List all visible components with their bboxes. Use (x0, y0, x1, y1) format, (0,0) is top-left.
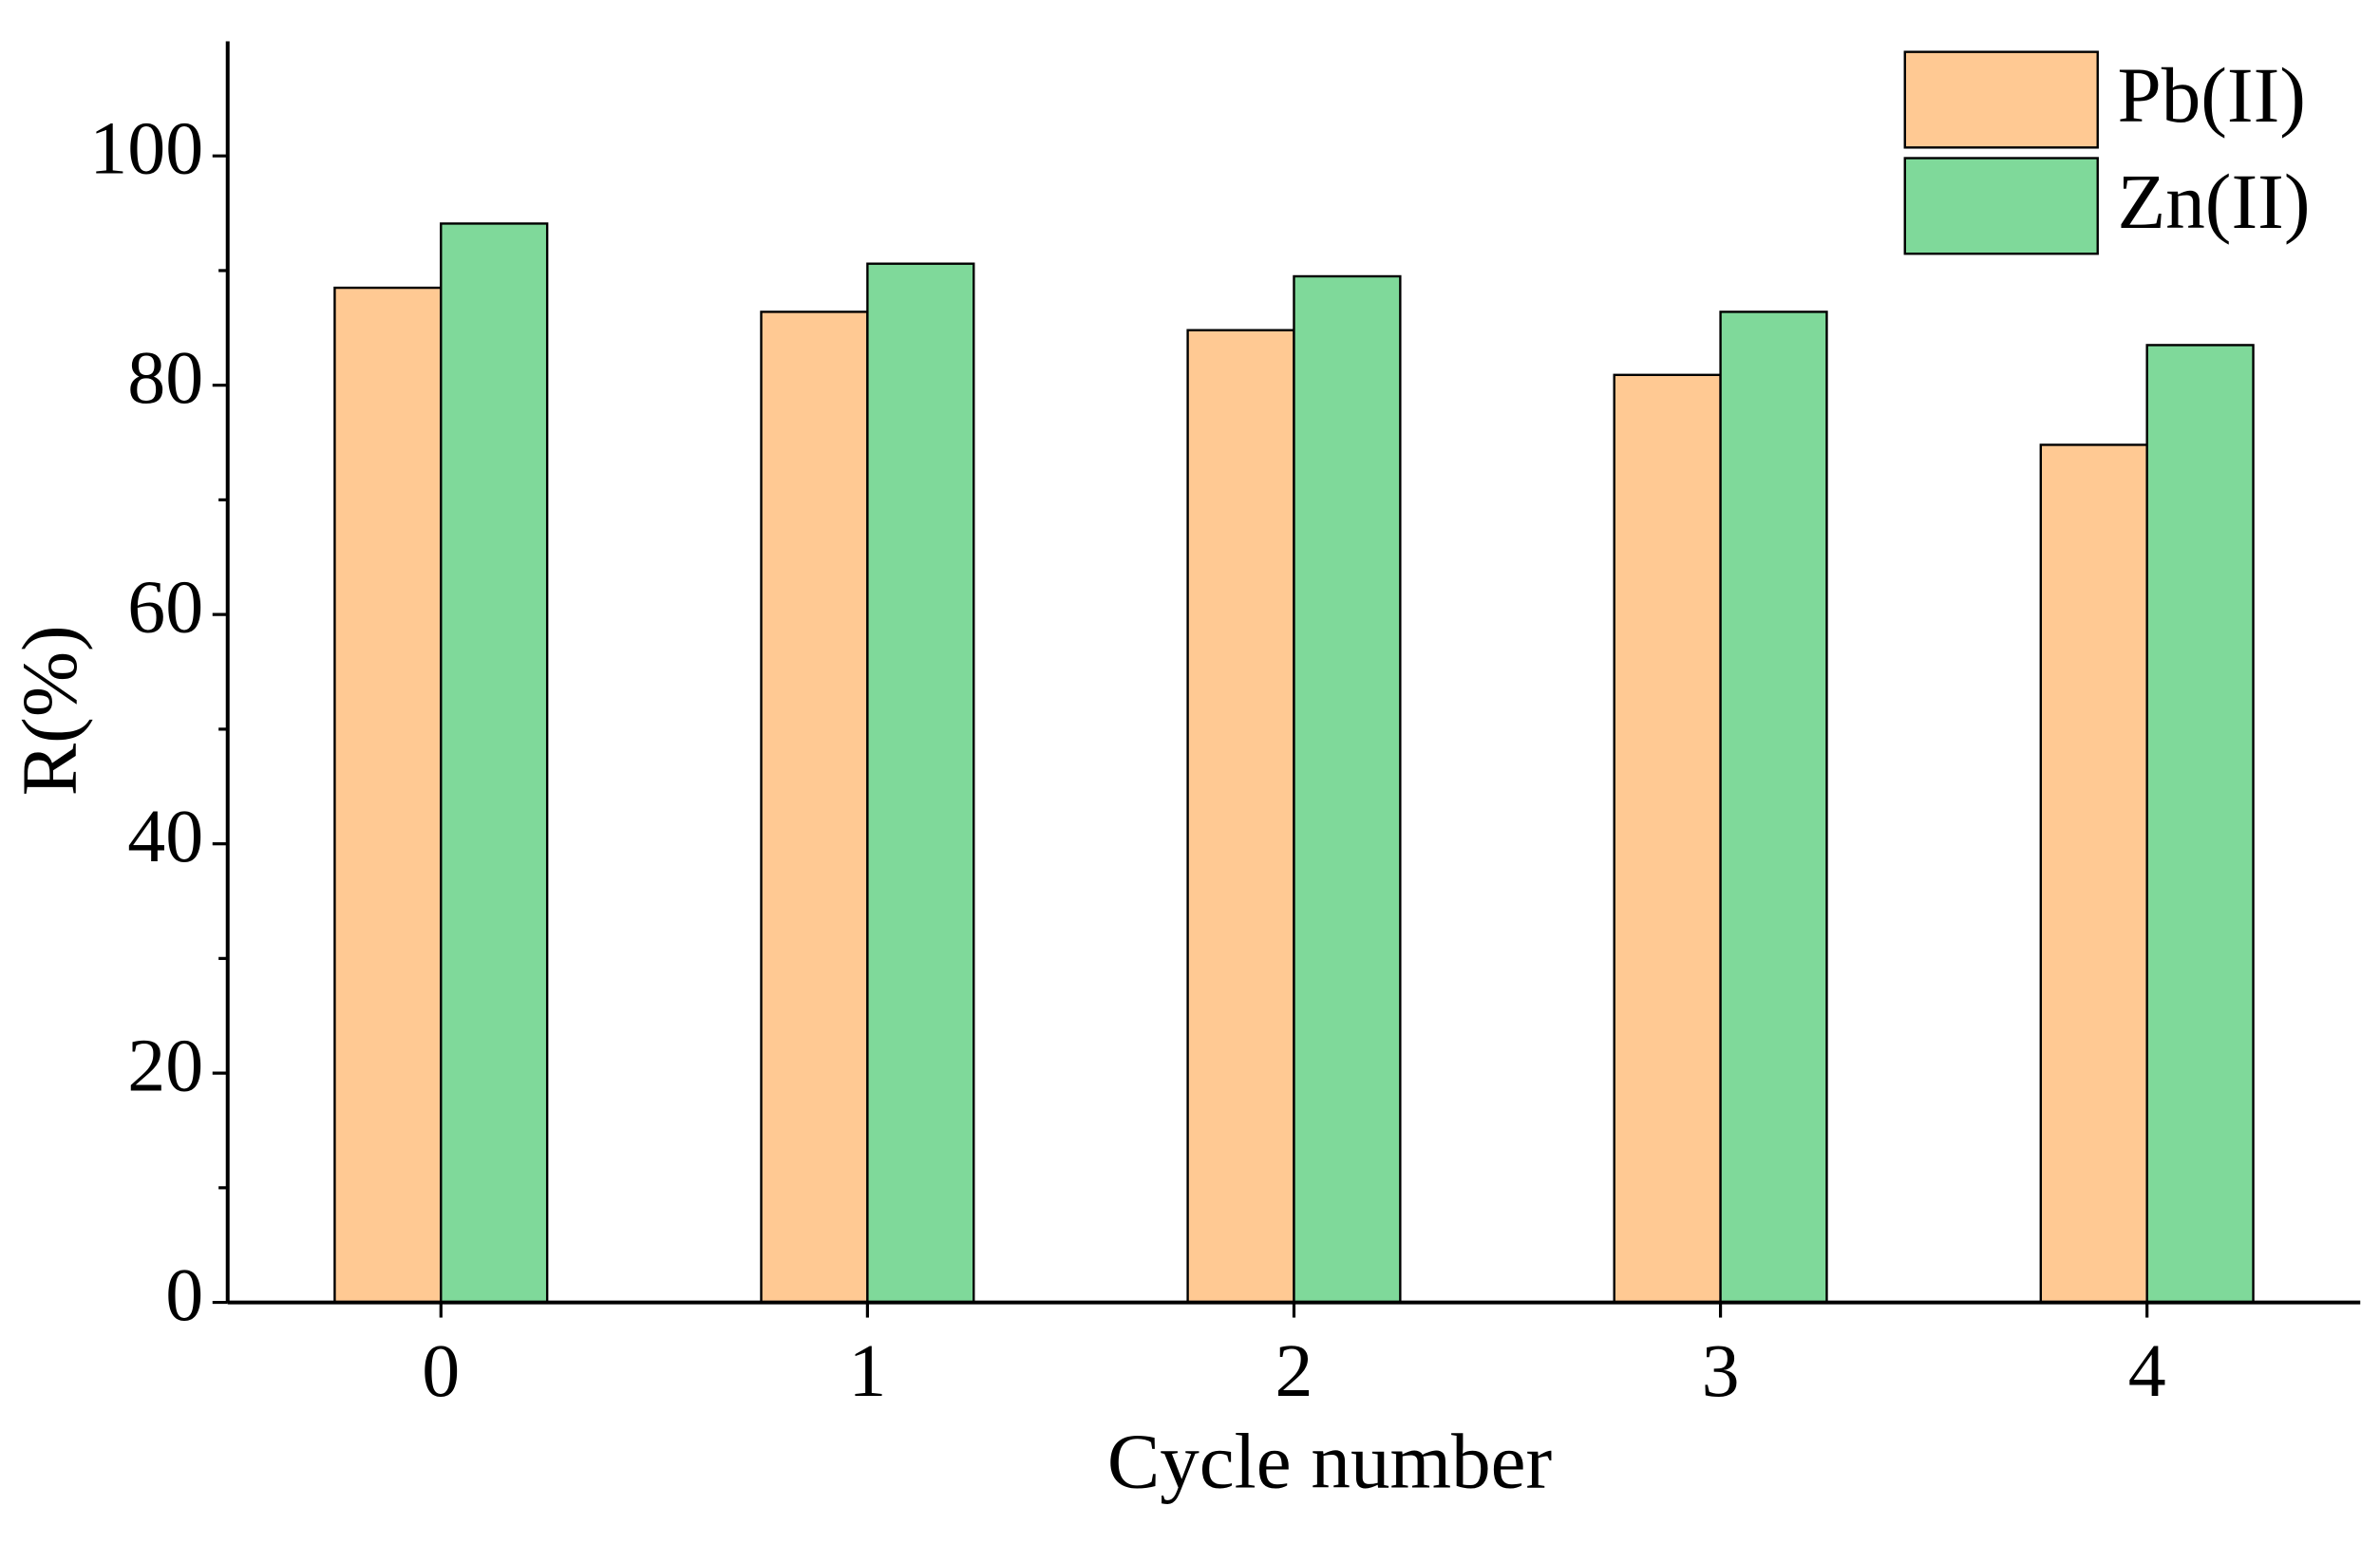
bar (2145, 344, 2255, 1304)
bar (333, 286, 443, 1304)
bar (440, 222, 549, 1304)
legend-label: Zn(II) (2118, 158, 2311, 245)
x-tick-label: 3 (1702, 1329, 1740, 1413)
bar (1186, 329, 1295, 1304)
x-tick-label: 1 (848, 1329, 886, 1413)
bar (866, 262, 975, 1304)
y-tick-label: 20 (127, 1024, 203, 1107)
legend-swatch (1903, 157, 2099, 255)
x-tick-label: 0 (422, 1329, 460, 1413)
bar (1719, 311, 1828, 1304)
legend-swatch (1903, 50, 2099, 149)
bar (2039, 443, 2148, 1304)
x-tick-label: 2 (1275, 1329, 1313, 1413)
x-tick-label: 4 (2128, 1329, 2166, 1413)
y-tick-label: 80 (127, 336, 203, 420)
bar (1613, 373, 1722, 1304)
y-tick-label: 100 (89, 107, 203, 191)
bar (760, 311, 869, 1304)
y-tick-label: 0 (165, 1253, 203, 1337)
bar (1293, 274, 1402, 1304)
y-axis-title: R(%) (6, 625, 93, 796)
y-tick-label: 40 (127, 795, 203, 878)
legend-label: Pb(II) (2118, 51, 2306, 139)
y-tick-label: 60 (127, 565, 203, 649)
x-axis-title: Cycle number (1107, 1417, 1552, 1504)
